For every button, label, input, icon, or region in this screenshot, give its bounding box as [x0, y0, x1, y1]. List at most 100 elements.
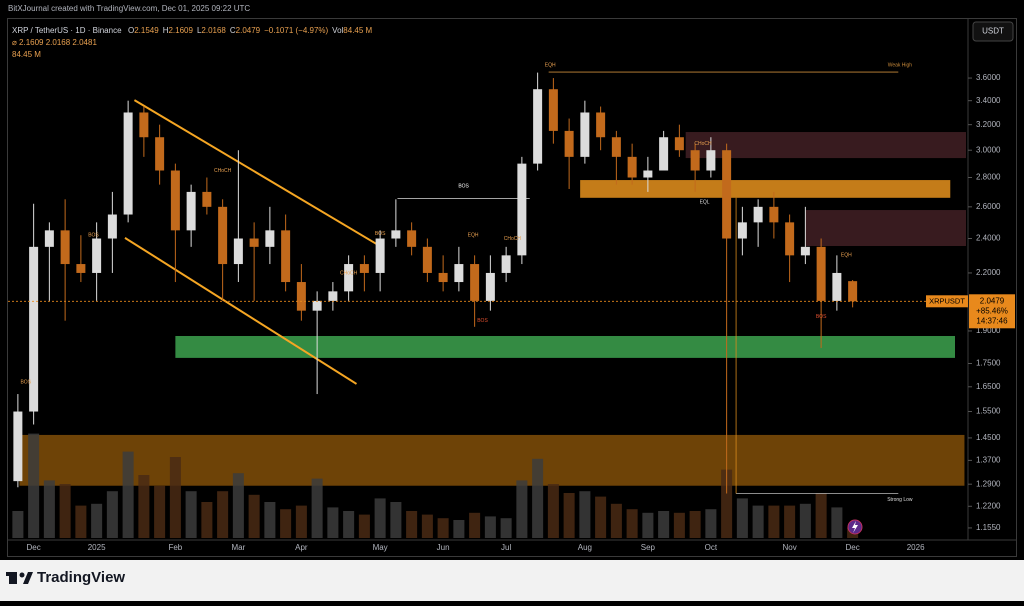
volume-bar — [610, 503, 622, 538]
volume-bar — [469, 512, 481, 538]
y-tick-label: 3.6000 — [976, 73, 1001, 82]
candle-body — [690, 150, 700, 171]
y-tick-label: 1.1550 — [976, 523, 1001, 532]
annotation: EQH — [468, 233, 479, 239]
candle-body — [517, 163, 527, 256]
y-tick-label: 1.5500 — [976, 407, 1001, 416]
x-tick-label: Jun — [437, 543, 450, 552]
y-tick-label: 3.2000 — [976, 120, 1001, 129]
volume-bar — [500, 518, 512, 538]
candle-body — [281, 230, 291, 283]
ohlc-part: L — [197, 26, 202, 35]
countdown-tag: 14:37:46 — [976, 316, 1008, 325]
annotation: CHoCH — [214, 168, 232, 174]
candle-body — [674, 137, 684, 151]
candle-body — [643, 170, 653, 178]
ohlc-part: O — [128, 26, 134, 35]
ohlc-part: 2.0479 — [236, 26, 261, 35]
volume-bar — [43, 480, 55, 538]
y-tick-label: 1.2200 — [976, 501, 1001, 510]
volume-bar — [390, 502, 402, 538]
candle-body — [470, 264, 480, 301]
x-tick-label: Oct — [705, 543, 718, 552]
y-tick-label: 2.6000 — [976, 202, 1001, 211]
candle-body — [123, 112, 133, 215]
candle-body — [737, 222, 747, 239]
y-tick-label: 2.4000 — [976, 234, 1001, 243]
price-tag: 2.0479 — [980, 296, 1005, 305]
annotation: BOS — [20, 379, 31, 385]
volume-bar — [358, 514, 370, 538]
volume-bar — [169, 457, 181, 538]
x-tick-label: May — [373, 543, 388, 552]
x-tick-label: Nov — [783, 543, 797, 552]
candle-body — [548, 89, 558, 131]
volume-bar — [579, 491, 591, 538]
volume-bar — [484, 516, 496, 538]
annotation: CHoCH — [340, 270, 358, 276]
ohlc-part: 2.0168 — [201, 26, 226, 35]
y-tick-label: 2.2000 — [976, 268, 1001, 277]
volume-bar — [201, 502, 213, 538]
y-tick-label: 1.4500 — [976, 433, 1001, 442]
ohlc-part: −0.1071 (−4.97%) — [264, 26, 328, 35]
candle-body — [501, 255, 511, 273]
annotation: EQH — [545, 62, 556, 68]
zone — [175, 335, 955, 358]
y-tick-label: 1.2900 — [976, 479, 1001, 488]
volume-bar — [673, 512, 685, 538]
x-tick-label: Dec — [27, 543, 41, 552]
volume-bar — [106, 491, 118, 538]
candle-body — [328, 291, 338, 301]
indicator-values: ⌀ 2.1609 2.0168 2.0481 — [12, 38, 97, 47]
candle-body — [816, 246, 826, 301]
volume-bar — [721, 469, 733, 538]
ohlc-part: 84.45 M — [343, 26, 372, 35]
volume-bar — [138, 475, 150, 538]
volume-bar — [689, 511, 701, 538]
volume-bar — [799, 503, 811, 538]
candle-body — [391, 230, 401, 239]
candle-body — [186, 191, 196, 231]
candle-body — [438, 272, 448, 283]
candle-body — [29, 246, 39, 412]
candle-body — [312, 300, 322, 311]
volume-bar — [516, 480, 528, 538]
x-tick-label: Mar — [231, 543, 245, 552]
candle-body — [60, 230, 70, 265]
plot: EQH Weak High BOS EQL Strong Low BOS CHoCH CHoC… — [8, 62, 968, 538]
annotation: EQL — [700, 200, 710, 206]
volume-bar — [736, 498, 748, 538]
annotation: BOS — [816, 314, 827, 320]
candle-body — [454, 264, 464, 283]
annotation: BOS — [458, 183, 469, 189]
candle-body — [359, 264, 369, 273]
price-tag-bg — [969, 294, 1015, 329]
currency[interactable]: USDT — [982, 27, 1004, 36]
trend-line — [124, 237, 358, 385]
volume-bar — [75, 505, 87, 538]
volume-bar — [752, 505, 764, 538]
candle-body — [13, 411, 23, 482]
trend-line — [133, 99, 384, 249]
volume-bar — [59, 484, 71, 538]
candle-body — [580, 112, 590, 157]
volume-bar — [658, 511, 670, 538]
currency-button[interactable] — [972, 21, 1014, 42]
volume-bar — [421, 514, 433, 538]
candle-body — [533, 89, 543, 164]
candle-body — [800, 246, 810, 256]
y-tick-label: 2.8000 — [976, 173, 1001, 182]
candle-body — [407, 230, 417, 247]
y-tick-label: 1.7500 — [976, 359, 1001, 368]
candle-body — [218, 206, 228, 265]
zone — [685, 132, 966, 159]
candle-body — [344, 264, 354, 292]
volume-bar — [327, 507, 339, 538]
price-change-tag: +85.46% — [976, 306, 1008, 315]
ohlc-part: H — [163, 26, 169, 35]
y-tick-label: 3.4000 — [976, 96, 1001, 105]
volume-bar — [815, 493, 827, 538]
